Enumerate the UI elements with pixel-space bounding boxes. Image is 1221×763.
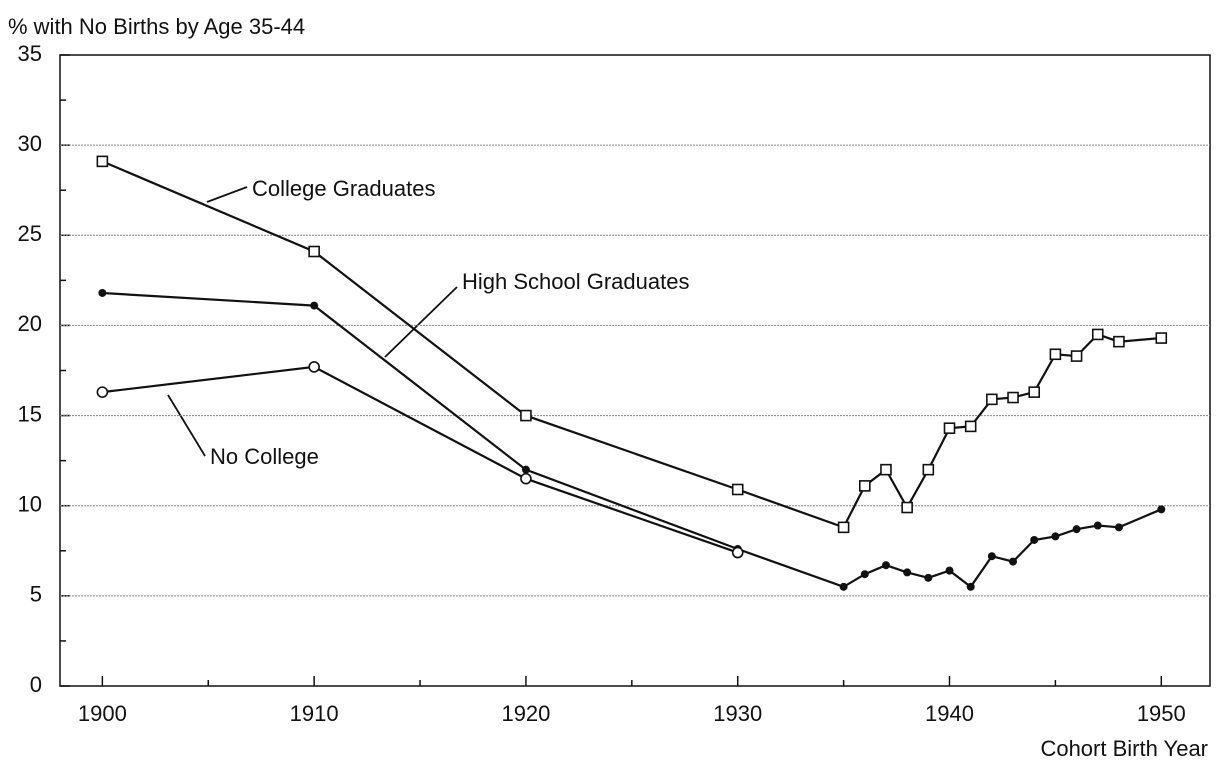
point (987, 552, 996, 561)
point (96, 386, 109, 398)
point (96, 155, 109, 168)
point (986, 393, 998, 406)
point (1091, 328, 1104, 341)
point (839, 582, 848, 591)
point (1028, 386, 1041, 398)
point (964, 420, 977, 433)
point (731, 546, 744, 559)
point (308, 361, 320, 373)
point (880, 463, 892, 476)
point (1030, 535, 1039, 544)
y-tick-label: 35 (18, 41, 42, 66)
point (1113, 335, 1125, 348)
leader-line (384, 286, 458, 358)
y-tick-label: 20 (18, 311, 42, 336)
x-tick-label: 1920 (501, 701, 550, 726)
point (1049, 348, 1062, 361)
y-tick-label: 5 (30, 582, 42, 607)
y-tick-label: 25 (18, 221, 42, 246)
point (966, 582, 975, 591)
point (945, 566, 954, 575)
leader-line (167, 394, 206, 457)
y-tick-label: 30 (18, 131, 42, 156)
point (922, 463, 935, 476)
point (310, 301, 319, 310)
x-tick-label: 1950 (1137, 701, 1186, 726)
point (1007, 391, 1019, 404)
point (1157, 505, 1166, 514)
point (1114, 523, 1123, 532)
point (858, 480, 871, 492)
point (1093, 521, 1102, 530)
x-tick-label: 1940 (925, 701, 974, 726)
point (520, 409, 532, 422)
series-line (102, 365, 739, 554)
point (98, 288, 107, 297)
point (1051, 532, 1060, 541)
series-line (102, 291, 1162, 589)
y-axis-label: % with No Births by Age 35-44 (8, 14, 305, 39)
y-tick-label: 0 (30, 672, 42, 697)
x-tick-label: 1930 (713, 701, 762, 726)
point (1072, 525, 1081, 534)
series-line (101, 160, 1162, 529)
point (837, 521, 850, 534)
point (520, 472, 532, 485)
series-label: No College (210, 444, 319, 469)
leader-line (206, 186, 248, 203)
point (521, 465, 530, 474)
point (308, 245, 320, 258)
point (903, 568, 912, 577)
y-tick-label: 10 (18, 492, 42, 517)
point (1009, 557, 1018, 566)
x-tick-label: 1910 (290, 701, 339, 726)
plot-frame (59, 54, 1211, 687)
series-label: College Graduates (252, 176, 435, 201)
point (1070, 350, 1083, 362)
x-tick-label: 1900 (78, 701, 127, 726)
point (731, 483, 744, 496)
y-tick-label: 15 (18, 401, 42, 426)
point (860, 570, 869, 579)
point (1155, 332, 1168, 344)
series-label: High School Graduates (462, 269, 689, 294)
point (901, 501, 913, 514)
x-axis-label: Cohort Birth Year (1040, 736, 1208, 761)
point (924, 573, 933, 582)
point (881, 561, 890, 570)
point (943, 422, 956, 434)
